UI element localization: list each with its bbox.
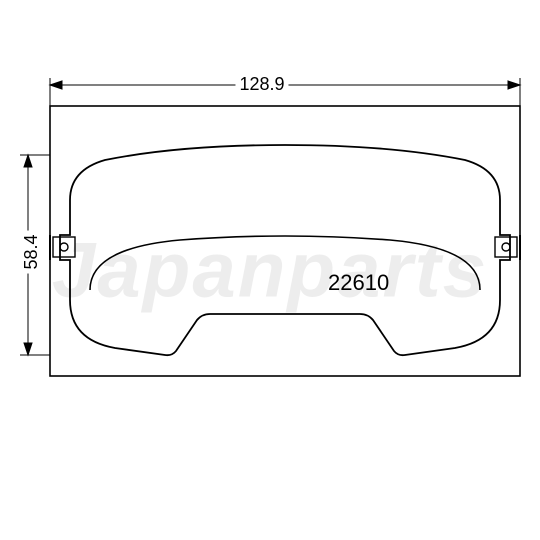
drawing-canvas: Japanparts [0,0,540,540]
height-dimension-label: 58.4 [21,230,42,273]
left-clip [50,235,75,260]
part-number-label: 22610 [328,270,389,296]
frame-rect [50,106,520,376]
right-clip [495,235,520,260]
width-dimension-label: 128.9 [235,74,288,95]
brake-pad-inner-arc [90,236,480,290]
